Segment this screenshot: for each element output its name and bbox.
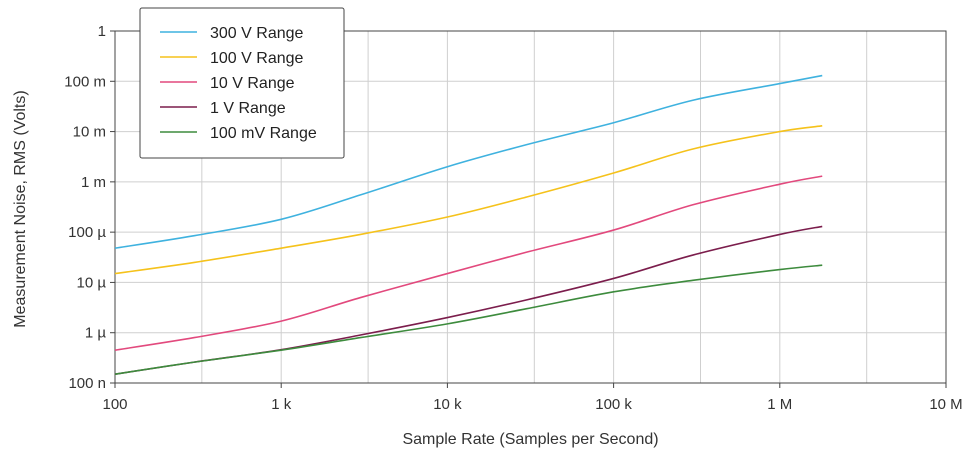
x-tick-label: 1 M [767,396,792,413]
x-axis-title: Sample Rate (Samples per Second) [402,431,658,448]
x-axis-ticks: 100 1 k 10 k 100 k 1 M 10 M [102,383,963,413]
y-axis-ticks: 1 100 m 10 m 1 m 100 µ 10 µ 1 µ 100 n [64,23,115,392]
series-line-4 [114,264,823,375]
x-tick-label: 100 k [595,396,632,413]
y-tick-label: 1 [98,23,106,40]
y-axis-title: Measurement Noise, RMS (Volts) [12,90,29,327]
series-line-3 [114,225,823,375]
y-tick-label: 10 µ [77,274,107,291]
x-tick-label: 10 k [433,396,462,413]
y-tick-label: 1 m [81,174,106,191]
legend-label: 300 V Range [210,25,304,42]
legend-label: 100 V Range [210,50,304,67]
series-line-0 [114,74,823,249]
x-tick-label: 1 k [271,396,292,413]
y-tick-label: 100 m [64,73,106,90]
legend-label: 100 mV Range [210,125,317,142]
series-line-1 [114,125,823,275]
y-tick-label: 100 n [68,375,106,392]
y-tick-label: 10 m [73,124,106,141]
plot-frame [114,30,947,384]
series-line-2 [114,175,823,351]
legend-label: 1 V Range [210,100,286,117]
y-tick-label: 100 µ [68,224,106,241]
legend: 300 V Range 100 V Range 10 V Range 1 V Rang… [139,7,345,159]
legend-box [139,7,345,159]
x-tick-label: 100 [102,396,127,413]
x-tick-label: 10 M [929,396,962,413]
y-tick-label: 1 µ [85,325,107,342]
legend-label: 10 V Range [210,75,295,92]
series-lines [114,74,823,375]
